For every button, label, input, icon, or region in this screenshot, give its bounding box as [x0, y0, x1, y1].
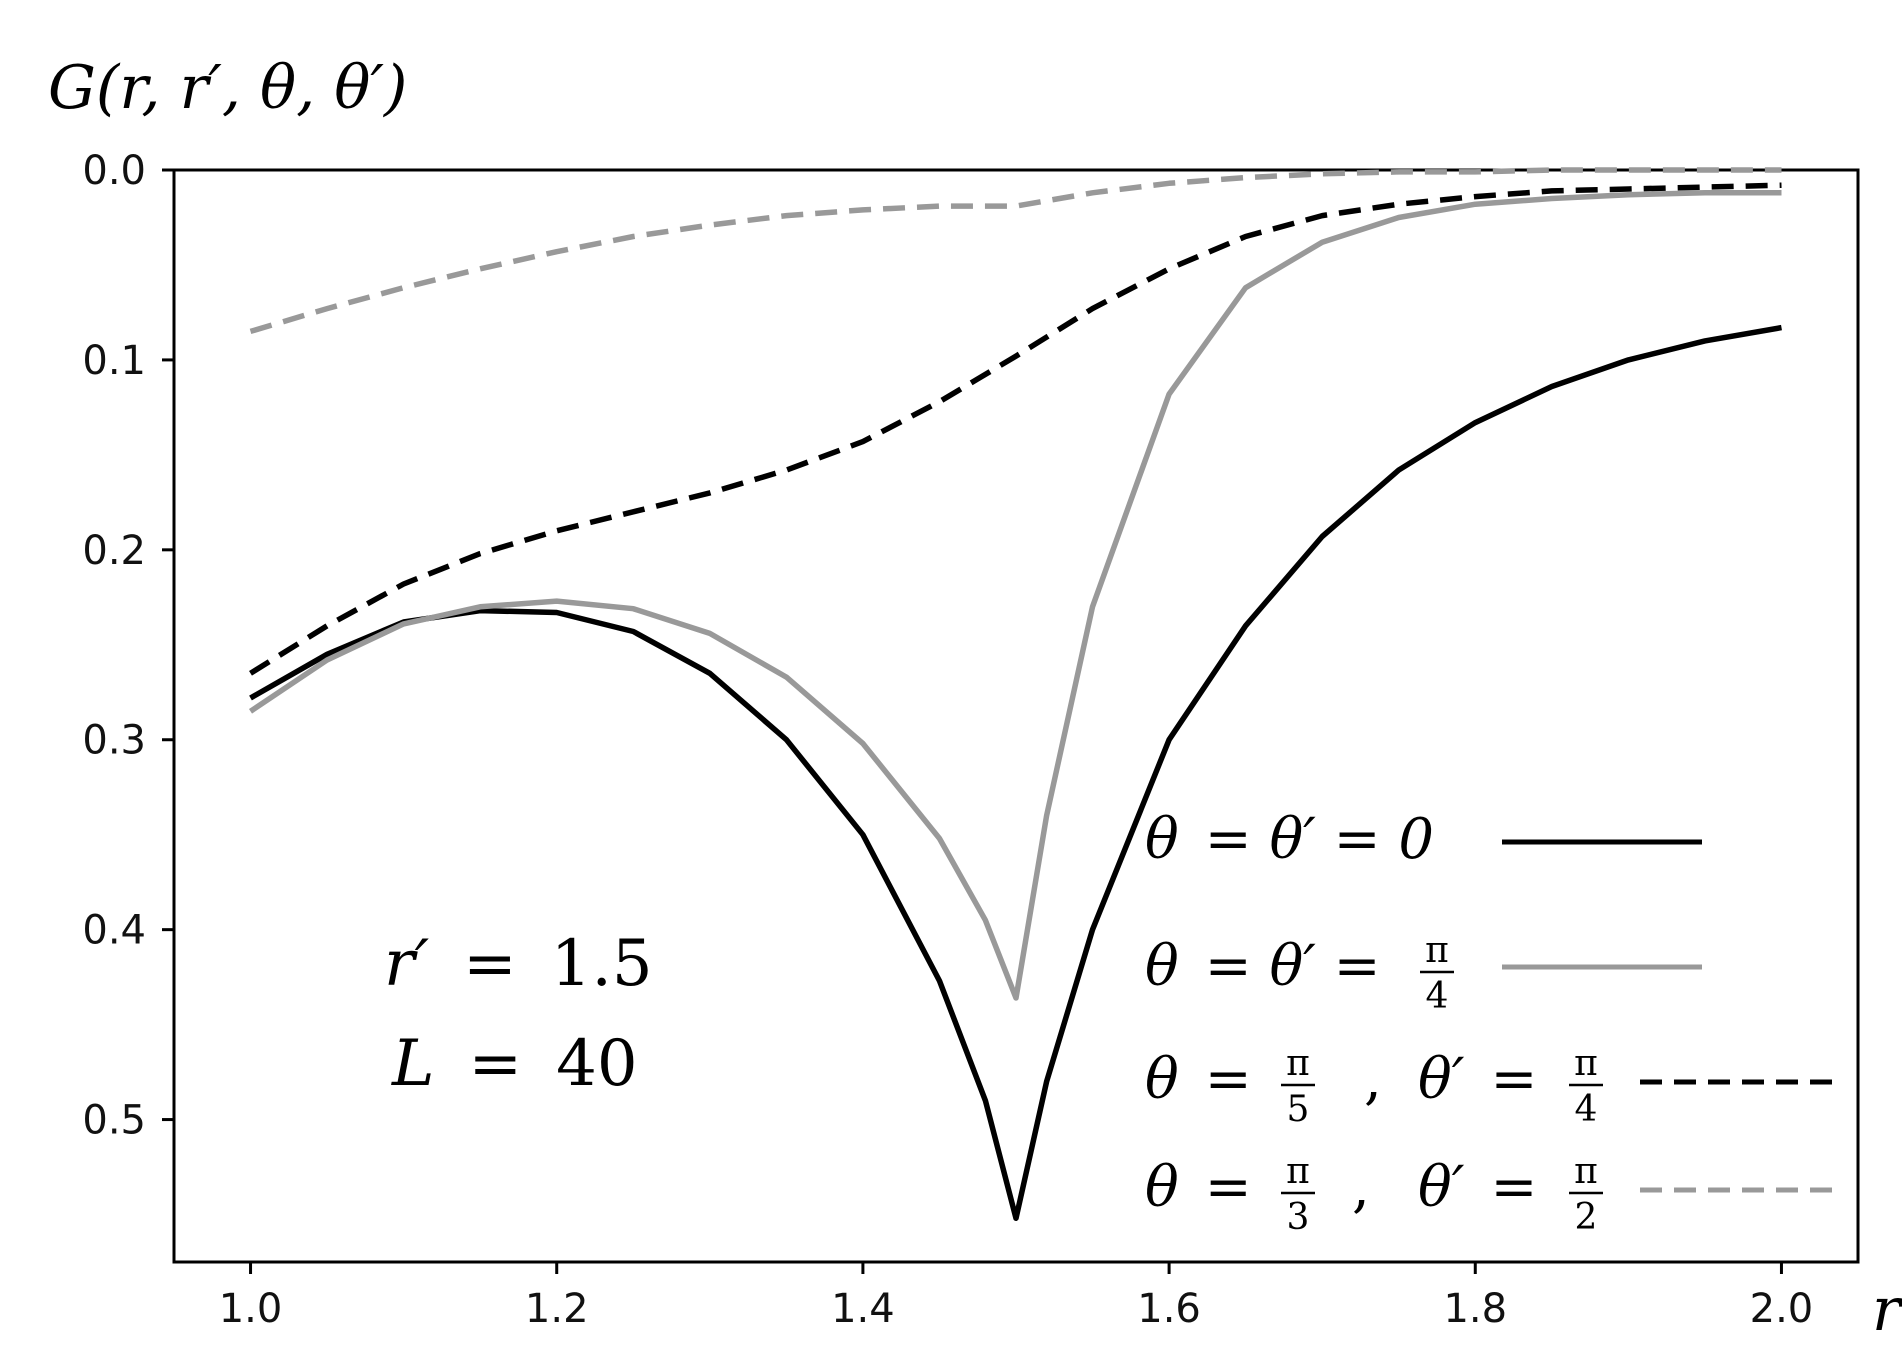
y-tick-label: 0.4	[82, 908, 146, 954]
legend-entry-3: θ = π 3 , θ′ = π 2	[1145, 1151, 1840, 1238]
axis-ticks: 1.0 1.2 1.4 1.6 1.8 2.0 0.0 0.1 0.2 0.3 0.4 0.5	[82, 148, 1813, 1332]
legend-frac2-num-2: π	[1574, 1043, 1598, 1084]
legend-frac2-den-3: 2	[1575, 1197, 1598, 1238]
plot-frame	[172, 168, 1860, 1264]
legend-frac2-num-3: π	[1574, 1151, 1598, 1192]
x-tick-label: 1.8	[1443, 1286, 1507, 1332]
series-line-2	[249, 182, 1782, 676]
x-axis-title: r	[1872, 1275, 1902, 1345]
legend-label-1: θ = θ′ =	[1145, 934, 1381, 999]
annotation-r-prime: r′ = 1.5	[384, 927, 653, 1001]
legend-frac-den-2: 5	[1287, 1089, 1310, 1130]
annotation-L: L = 40	[391, 1027, 638, 1101]
legend-entry-1: θ = θ′ = π 4	[1145, 930, 1702, 1017]
legend-label-3b: θ′ =	[1418, 1155, 1537, 1220]
series-layer	[248, 167, 1782, 1222]
legend-frac2-den-2: 4	[1575, 1089, 1598, 1130]
legend-entry-2: θ = π 5 , θ′ = π 4	[1145, 1043, 1840, 1130]
series-line-0	[249, 324, 1782, 1222]
series-line-1	[248, 190, 1782, 1001]
x-tick-label: 1.6	[1137, 1286, 1201, 1332]
legend-label-3: θ =	[1145, 1155, 1252, 1220]
legend-frac-num-2: π	[1286, 1043, 1310, 1084]
x-tick-label: 1.4	[831, 1286, 895, 1332]
legend: θ = θ′ = 0 θ = θ′ = π 4 θ = π 5 ,	[1145, 807, 1840, 1238]
y-tick-label: 0.3	[82, 718, 146, 764]
series-line-3	[249, 167, 1782, 335]
y-tick-label: 0.1	[82, 338, 146, 384]
legend-sep-3: ,	[1352, 1155, 1370, 1220]
legend-label-0: θ = θ′ = 0	[1145, 807, 1434, 872]
legend-label-2: θ =	[1145, 1047, 1252, 1112]
legend-frac-num-1: π	[1425, 930, 1449, 971]
x-tick-label: 1.2	[525, 1286, 589, 1332]
legend-entry-0: θ = θ′ = 0	[1145, 807, 1702, 872]
legend-frac-num-3: π	[1286, 1151, 1310, 1192]
x-tick-label: 2.0	[1750, 1286, 1814, 1332]
legend-frac-den-3: 3	[1287, 1197, 1310, 1238]
parameter-annotation: r′ = 1.5 L = 40	[384, 927, 653, 1101]
x-tick-label: 1.0	[219, 1286, 283, 1332]
y-axis-title: G(r, r′, θ, θ′)	[48, 53, 407, 123]
legend-frac-den-1: 4	[1426, 976, 1449, 1017]
y-tick-label: 0.0	[82, 148, 146, 194]
legend-label-2b: θ′ =	[1418, 1047, 1537, 1112]
y-tick-label: 0.2	[82, 528, 146, 574]
y-tick-label: 0.5	[82, 1098, 146, 1144]
legend-sep-2: ,	[1364, 1047, 1382, 1112]
